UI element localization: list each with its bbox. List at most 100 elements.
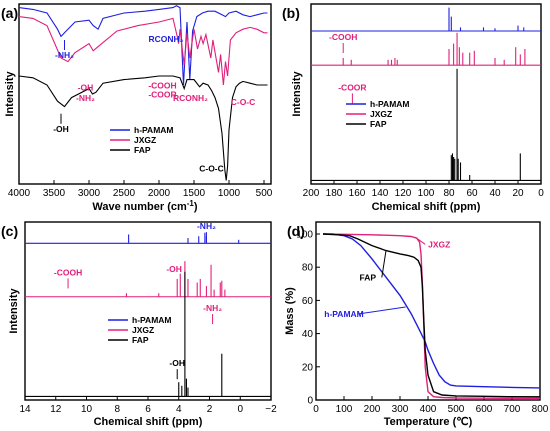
panel-a-xticks: 4000 3500 3000 2500 2000 1500 1000 500	[8, 180, 273, 199]
panel-b-xtick-label: 160	[349, 188, 366, 199]
panel-a-annotation: C-O-C	[199, 163, 224, 173]
panel-c-annotation: -COOH	[54, 267, 82, 277]
panel-c-xtick-label: 4	[176, 404, 182, 415]
panel-d: (d) Mass (%) Temperature (℃) 0 100 200 300 4…	[284, 221, 549, 428]
panel-d-xtick-label: 0	[313, 404, 319, 415]
panel-d-series-line	[322, 233, 541, 398]
panel-c-annotation: -NH₂	[197, 221, 216, 231]
panel-c-annotation: -OH	[166, 264, 182, 274]
panel-a-series	[18, 5, 268, 181]
panel-c-xtick-label: 10	[81, 404, 93, 415]
panel-d-ytick-label: 100	[296, 230, 313, 241]
panel-d-ytick-label: 0	[307, 396, 313, 407]
panel-b-xtick-label: 100	[418, 188, 435, 199]
panel-b-legend-entry: JXGZ	[370, 109, 392, 119]
panel-a-xlabel-main: Wave number (cm	[92, 201, 187, 213]
panel-d-annotation: h-PAMAM	[324, 309, 364, 319]
panel-c-xticks: 14 12 10 8 6 4 2 0 −2	[19, 396, 277, 415]
panel-d-xtick-label: 800	[532, 404, 549, 415]
panel-d-ylabel: Mass (%)	[284, 287, 296, 335]
panel-c-xtick-label: 2	[207, 404, 213, 415]
panel-d-annotation-arrow	[381, 250, 387, 278]
panel-a-series-line	[18, 75, 268, 181]
panel-d-ytick-label: 80	[302, 263, 314, 274]
panel-d-xtick-label: 500	[448, 404, 465, 415]
panel-a-annotation: RCONH₂	[173, 93, 208, 103]
panel-d-ytick-label: 20	[302, 362, 314, 373]
panel-c-xtick-label: 8	[114, 404, 120, 415]
panel-c-annotation: -OH	[169, 358, 185, 368]
panel-c-xtick-label: 14	[19, 404, 31, 415]
panel-d-xtick-label: 300	[392, 404, 409, 415]
panel-d-ytick-label: 40	[302, 329, 314, 340]
panel-c-legend-entry: JXGZ	[132, 325, 154, 335]
panel-a-annotation: RCONH₂	[149, 34, 184, 44]
panel-c-annotations: -NH₂ -COOH -OH -NH₂ -OH	[54, 221, 222, 380]
panel-c-legend-entry: FAP	[132, 335, 149, 345]
panel-a-annotation: -OH	[53, 124, 69, 134]
panel-c-label: (c)	[1, 223, 18, 239]
panel-a-annotation: -COOH	[148, 81, 176, 91]
panel-b-xticks: 200 180 160 140 120 100 80 60 40 20 0	[303, 180, 544, 199]
panel-d-xlabel: Temperature (℃)	[384, 416, 473, 428]
panel-b-xtick-label: 140	[372, 188, 389, 199]
panel-c-xtick-label: 6	[145, 404, 151, 415]
panel-d-xtick-label: 600	[476, 404, 493, 415]
panel-b-series	[311, 7, 541, 181]
panel-a-xtick-label: 4000	[8, 188, 31, 199]
panel-d-series-line	[323, 233, 541, 389]
panel-b: (b) Intensity Chemical shift (ppm) 200 18…	[282, 3, 544, 213]
panel-a-xtick-label: 2500	[113, 188, 136, 199]
panel-a: (a) Intensity Wave number (cm-1) 4000 350…	[1, 3, 273, 213]
panel-c-xtick-label: 12	[50, 404, 62, 415]
panel-c-xtick-label: 0	[237, 404, 243, 415]
panel-d-xtick-label: 100	[336, 404, 353, 415]
panel-b-xtick-label: 20	[512, 188, 524, 199]
panel-b-legend-entry: h-PAMAM	[370, 99, 410, 109]
panel-a-annotation: -NH₂	[55, 50, 74, 60]
panel-a-annotation: -NH₂	[76, 93, 95, 103]
panel-c-ylabel: Intensity	[8, 288, 20, 334]
panel-d-xtick-label: 400	[420, 404, 437, 415]
panel-c-annotation: -NH₂	[203, 303, 222, 313]
panel-a-series-line	[18, 5, 268, 86]
panel-a-xtick-label: 2000	[148, 188, 171, 199]
panel-a-annotation: C-O-C	[231, 97, 256, 107]
panel-b-xtick-label: 0	[538, 188, 544, 199]
panel-a-frame	[18, 3, 272, 185]
panel-b-xtick-label: 60	[466, 188, 478, 199]
panel-c-legend-entry: h-PAMAM	[132, 315, 172, 325]
panel-d-label: (d)	[287, 223, 305, 239]
panel-a-ylabel: Intensity	[4, 71, 16, 117]
panel-d-xtick-label: 700	[504, 404, 521, 415]
panel-a-legend-entry: h-PAMAM	[134, 125, 174, 135]
panel-b-annotation: -COOR	[338, 82, 366, 92]
panel-b-xtick-label: 200	[303, 188, 320, 199]
panel-d-annotation: JXGZ	[428, 239, 450, 249]
panel-a-xtick-label: 3500	[43, 188, 66, 199]
panel-d-series	[322, 233, 541, 399]
panel-a-xtick-label: 1000	[218, 188, 241, 199]
panel-b-annotation: -COOH	[329, 32, 357, 42]
panel-b-xlabel: Chemical shift (ppm)	[372, 201, 481, 213]
panel-a-annotation: -COOR	[148, 90, 176, 100]
panel-b-label: (b)	[282, 5, 300, 21]
panel-b-xtick-label: 120	[395, 188, 412, 199]
panel-d-ticks: 0 100 200 300 400 500 600 700 800 0 20 40 60 80 100	[296, 230, 548, 416]
panel-d-annotation-arrow	[357, 306, 406, 315]
panel-b-ylabel: Intensity	[291, 71, 303, 117]
panel-a-label: (a)	[1, 5, 18, 21]
panel-d-annotations: JXGZ FAP h-PAMAM	[324, 236, 450, 319]
panel-a-xtick-label: 3000	[78, 188, 101, 199]
panel-b-legend-entry: FAP	[370, 119, 387, 129]
panel-c-series	[25, 232, 271, 397]
panel-c-xtick-label: −2	[265, 404, 277, 415]
panel-a-xlabel: Wave number (cm-1)	[92, 199, 197, 213]
panel-d-xtick-label: 200	[364, 404, 381, 415]
panel-a-xtick-label: 500	[256, 188, 273, 199]
